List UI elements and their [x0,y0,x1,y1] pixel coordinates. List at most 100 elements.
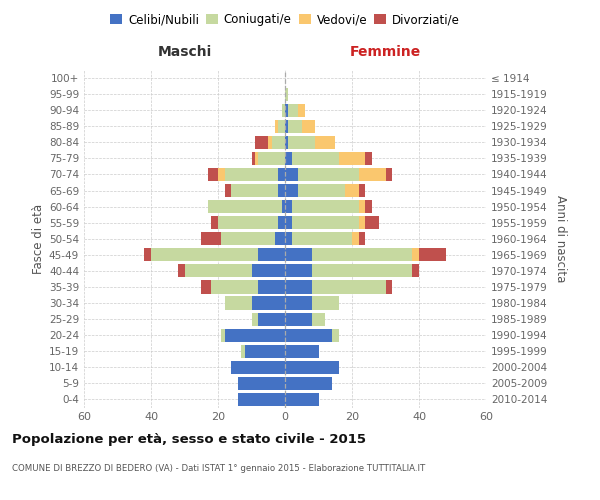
Bar [211,280,258,293]
Bar [201,232,221,245]
Bar [289,104,298,117]
Bar [332,328,338,342]
Bar [281,104,285,117]
Bar [285,184,298,197]
Bar [359,200,365,213]
Bar [298,168,359,181]
Y-axis label: Anni di nascita: Anni di nascita [554,195,567,282]
Bar [285,216,292,230]
Bar [251,152,255,165]
Bar [272,136,285,149]
Bar [225,168,278,181]
Bar [365,200,372,213]
Bar [359,168,386,181]
Bar [251,296,285,310]
Bar [315,136,335,149]
Bar [386,280,392,293]
Bar [285,296,312,310]
Bar [185,264,251,278]
Bar [285,280,312,293]
Bar [145,248,151,262]
Bar [365,216,379,230]
Text: Maschi: Maschi [157,45,212,59]
Bar [312,296,338,310]
Bar [178,264,185,278]
Bar [251,264,285,278]
Bar [285,152,292,165]
Bar [232,184,278,197]
Bar [218,216,278,230]
Bar [312,280,386,293]
Bar [285,377,332,390]
Bar [201,280,211,293]
Bar [285,312,312,326]
Bar [292,232,352,245]
Bar [275,232,285,245]
Bar [221,232,275,245]
Bar [292,152,338,165]
Bar [285,104,289,117]
Bar [302,120,315,133]
Bar [285,168,298,181]
Bar [285,328,332,342]
Bar [285,360,338,374]
Bar [289,136,315,149]
Bar [281,200,285,213]
Bar [258,312,285,326]
Text: Popolazione per età, sesso e stato civile - 2015: Popolazione per età, sesso e stato civil… [12,432,366,446]
Bar [221,328,225,342]
Bar [386,168,392,181]
Bar [245,344,285,358]
Bar [238,377,285,390]
Bar [278,184,285,197]
Bar [285,232,292,245]
Bar [278,216,285,230]
Bar [285,200,292,213]
Bar [352,232,359,245]
Bar [225,296,251,310]
Bar [225,328,285,342]
Bar [258,152,285,165]
Y-axis label: Fasce di età: Fasce di età [32,204,45,274]
Bar [241,344,245,358]
Text: Femmine: Femmine [350,45,421,59]
Bar [258,248,285,262]
Bar [238,393,285,406]
Bar [218,168,225,181]
Bar [419,248,446,262]
Bar [285,344,319,358]
Bar [312,312,325,326]
Bar [359,232,365,245]
Bar [251,312,258,326]
Bar [151,248,258,262]
Bar [359,216,365,230]
Bar [285,264,312,278]
Text: COMUNE DI BREZZO DI BEDERO (VA) - Dati ISTAT 1° gennaio 2015 - Elaborazione TUTT: COMUNE DI BREZZO DI BEDERO (VA) - Dati I… [12,464,425,473]
Bar [278,168,285,181]
Bar [298,184,346,197]
Bar [285,248,312,262]
Bar [412,264,419,278]
Bar [285,120,289,133]
Bar [412,248,419,262]
Bar [289,120,302,133]
Legend: Celibi/Nubili, Coniugati/e, Vedovi/e, Divorziati/e: Celibi/Nubili, Coniugati/e, Vedovi/e, Di… [106,8,464,31]
Bar [346,184,359,197]
Bar [258,280,285,293]
Bar [365,152,372,165]
Bar [208,200,281,213]
Bar [278,120,285,133]
Bar [225,184,232,197]
Bar [285,393,319,406]
Bar [255,136,268,149]
Bar [208,168,218,181]
Bar [285,136,289,149]
Bar [211,216,218,230]
Bar [275,120,278,133]
Bar [292,216,359,230]
Bar [285,88,289,101]
Bar [312,248,412,262]
Bar [312,264,412,278]
Bar [338,152,365,165]
Bar [255,152,258,165]
